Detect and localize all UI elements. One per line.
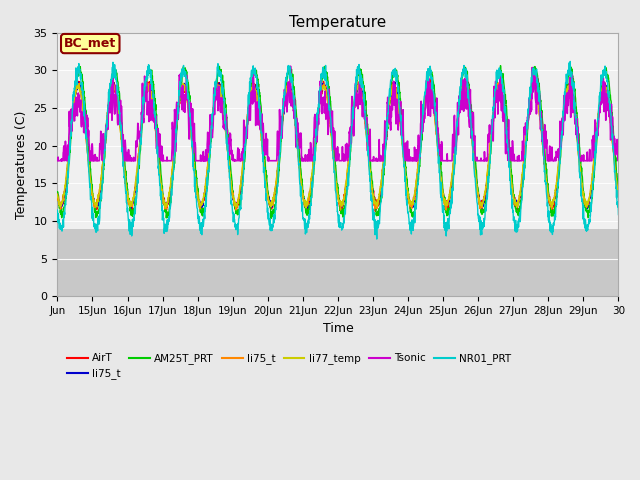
Title: Temperature: Temperature (289, 15, 387, 30)
Legend: AirT, li75_t, AM25T_PRT, li75_t, li77_temp, Tsonic, NR01_PRT: AirT, li75_t, AM25T_PRT, li75_t, li77_te… (63, 349, 515, 384)
Bar (58, 33, 618, 228)
X-axis label: Time: Time (323, 322, 353, 335)
Y-axis label: Temperatures (C): Temperatures (C) (15, 110, 28, 219)
Text: BC_met: BC_met (64, 37, 116, 50)
